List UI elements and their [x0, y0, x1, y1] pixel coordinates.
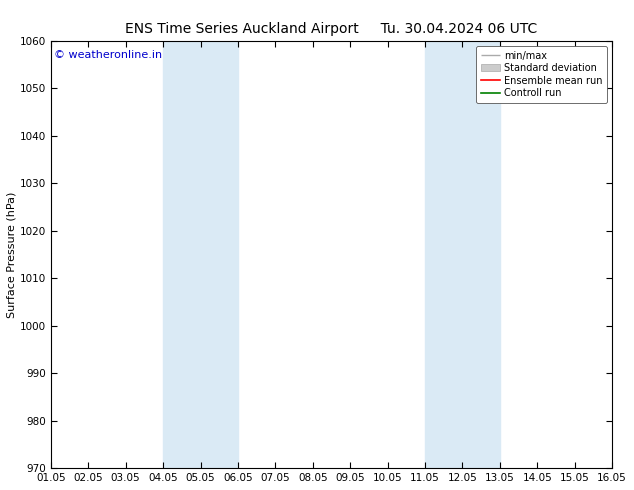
Bar [425, 41, 500, 468]
Text: © weatheronline.in: © weatheronline.in [54, 49, 162, 59]
Legend: min/max, Standard deviation, Ensemble mean run, Controll run: min/max, Standard deviation, Ensemble me… [476, 46, 607, 103]
Y-axis label: Surface Pressure (hPa): Surface Pressure (hPa) [7, 192, 17, 318]
Bar [163, 41, 238, 468]
Title: ENS Time Series Auckland Airport     Tu. 30.04.2024 06 UTC: ENS Time Series Auckland Airport Tu. 30.… [126, 22, 538, 36]
